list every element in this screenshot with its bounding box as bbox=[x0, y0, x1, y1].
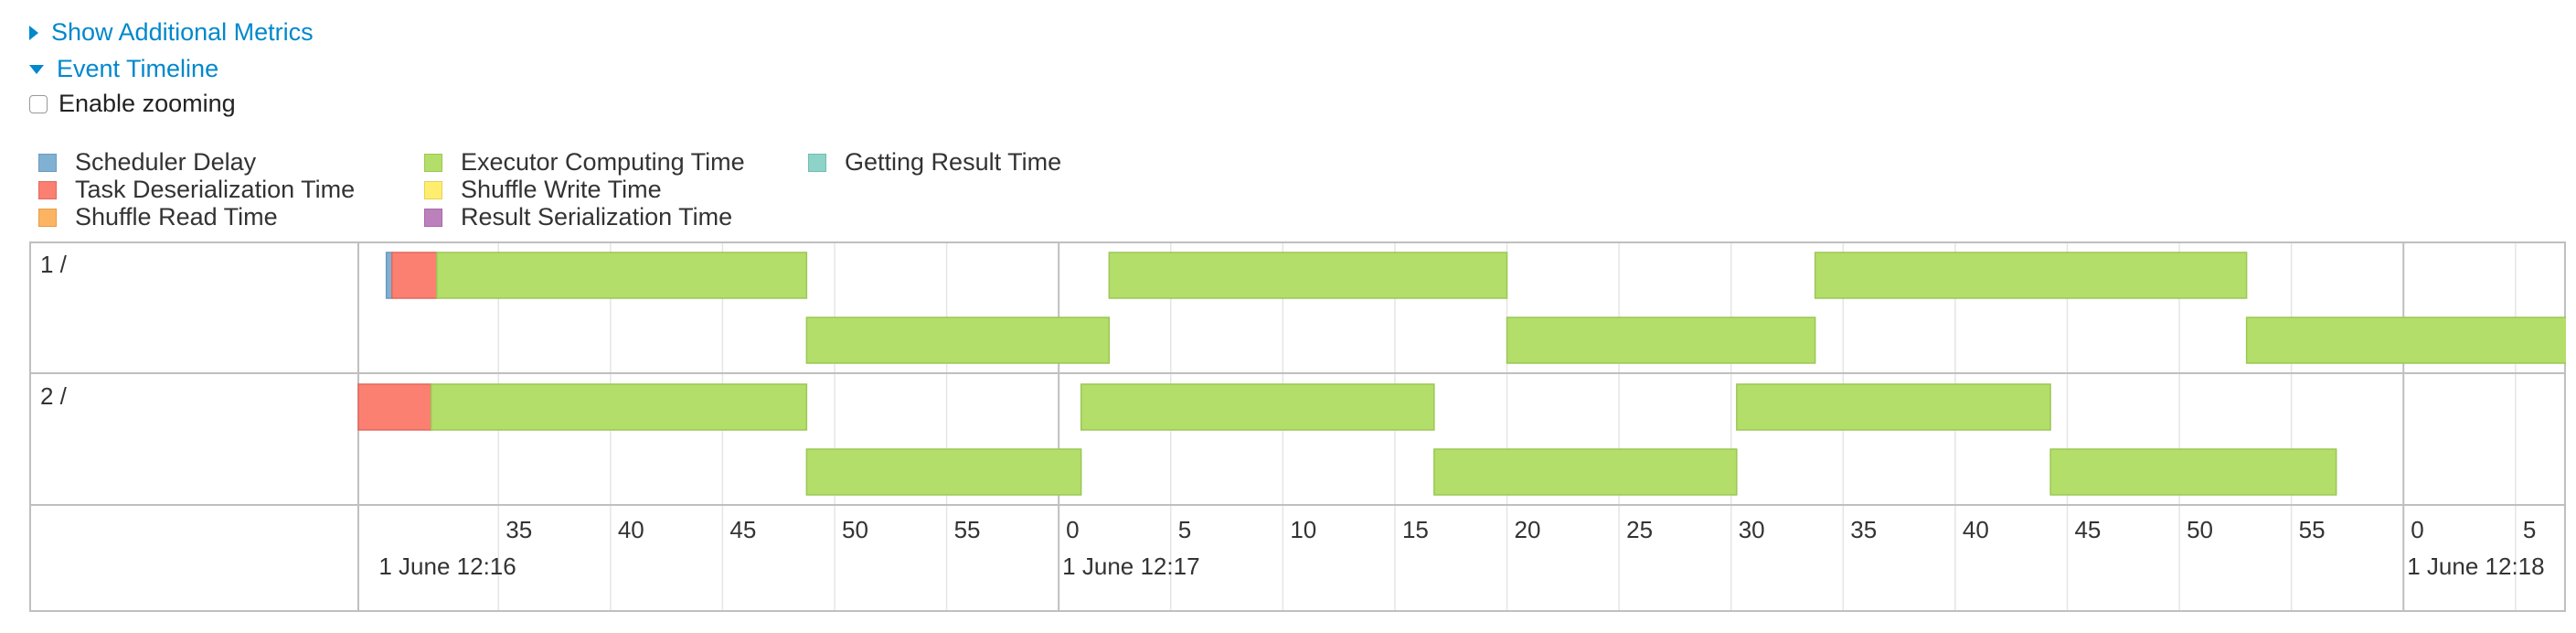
axis-tick-label: 15 bbox=[1402, 516, 1429, 543]
event-timeline-chart[interactable]: 1 / 2 / 35 40 45 50 55 0 5 10 15 20 25 30 35 40 45 50 55 0 5… bbox=[29, 241, 2566, 612]
task-bar-executor-computing-time[interactable] bbox=[805, 448, 1082, 496]
task-bar-executor-computing-time[interactable] bbox=[1108, 252, 1508, 299]
legend-shuffle-read-time: Shuffle Read Time bbox=[38, 203, 278, 231]
axis-tick-label: 10 bbox=[1290, 516, 1316, 543]
legend-getting-result-time: Getting Result Time bbox=[808, 148, 1061, 177]
legend-result-serialization-time: Result Serialization Time bbox=[424, 203, 732, 231]
legend-label: Getting Result Time bbox=[845, 148, 1062, 176]
legend-swatch bbox=[424, 180, 442, 199]
axis-tick-label: 35 bbox=[1850, 516, 1877, 543]
legend-scheduler-delay: Scheduler Delay bbox=[38, 148, 256, 177]
legend-swatch bbox=[424, 153, 442, 172]
task-bar-executor-computing-time[interactable] bbox=[1814, 252, 2248, 299]
axis-tick-label: 45 bbox=[729, 516, 756, 543]
triangle-down-icon bbox=[29, 64, 44, 74]
show-additional-metrics-label: Show Additional Metrics bbox=[51, 18, 314, 46]
triangle-right-icon bbox=[29, 25, 38, 40]
event-timeline-label: Event Timeline bbox=[57, 55, 219, 82]
task-bar-executor-computing-time[interactable] bbox=[805, 316, 1111, 364]
legend-label: Result Serialization Time bbox=[461, 203, 733, 231]
legend-label: Shuffle Write Time bbox=[461, 176, 662, 203]
legend-label: Task Deserialization Time bbox=[75, 176, 356, 203]
axis-major-label: 1 June 12:16 bbox=[378, 553, 516, 580]
task-bar-executor-computing-time[interactable] bbox=[1433, 448, 1738, 496]
legend-swatch bbox=[38, 180, 57, 199]
axis-major-label: 1 June 12:18 bbox=[2407, 553, 2544, 580]
show-additional-metrics-toggle[interactable]: Show Additional Metrics bbox=[29, 18, 314, 47]
axis-tick-label: 20 bbox=[1515, 516, 1541, 543]
task-bar-executor-computing-time[interactable] bbox=[1080, 383, 1435, 431]
axis-tick-label: 35 bbox=[506, 516, 532, 543]
group-label: 2 / bbox=[40, 382, 68, 410]
axis-tick-label: 25 bbox=[1626, 516, 1653, 543]
axis-tick-label: 30 bbox=[1739, 516, 1765, 543]
task-bar-scheduler-delay[interactable] bbox=[385, 252, 393, 299]
axis-tick-label: 50 bbox=[842, 516, 868, 543]
task-bar-executor-computing-time[interactable] bbox=[2245, 316, 2566, 364]
legend-swatch bbox=[808, 153, 826, 172]
axis-tick-label: 40 bbox=[618, 516, 644, 543]
task-bar-executor-computing-time[interactable] bbox=[2049, 448, 2337, 496]
group-label: 1 / bbox=[40, 251, 68, 278]
legend-task-deserialization-time: Task Deserialization Time bbox=[38, 176, 355, 204]
axis-tick-label: 50 bbox=[2187, 516, 2213, 543]
axis-tick-label: 0 bbox=[1066, 516, 1079, 543]
legend-swatch bbox=[424, 208, 442, 227]
task-bar-task-deserialization-time[interactable] bbox=[357, 383, 432, 431]
timeline-frame bbox=[29, 241, 2566, 612]
axis-tick-label: 5 bbox=[1178, 516, 1191, 543]
axis-tick-label: 5 bbox=[2523, 516, 2536, 543]
axis-tick-label: 45 bbox=[2074, 516, 2101, 543]
axis-tick-label: 55 bbox=[2299, 516, 2326, 543]
axis-tick-label: 40 bbox=[1963, 516, 1989, 543]
enable-zooming-control[interactable]: Enable zooming bbox=[29, 90, 236, 118]
legend-swatch bbox=[38, 208, 57, 227]
event-timeline-toggle[interactable]: Event Timeline bbox=[29, 55, 218, 83]
legend-swatch bbox=[38, 153, 57, 172]
task-bar-executor-computing-time[interactable] bbox=[430, 383, 808, 431]
task-bar-executor-computing-time[interactable] bbox=[1506, 316, 1816, 364]
legend-label: Shuffle Read Time bbox=[75, 203, 278, 231]
legend-executor-computing-time: Executor Computing Time bbox=[424, 148, 745, 177]
legend-label: Executor Computing Time bbox=[461, 148, 745, 176]
legend-shuffle-write-time: Shuffle Write Time bbox=[424, 176, 662, 204]
axis-major-label: 1 June 12:17 bbox=[1062, 553, 1199, 580]
axis-tick-label: 0 bbox=[2411, 516, 2423, 543]
task-bar-executor-computing-time[interactable] bbox=[1736, 383, 2051, 431]
task-bar-executor-computing-time[interactable] bbox=[436, 252, 808, 299]
legend-label: Scheduler Delay bbox=[75, 148, 257, 176]
enable-zooming-checkbox[interactable] bbox=[29, 94, 48, 113]
axis-tick-label: 55 bbox=[954, 516, 981, 543]
enable-zooming-label: Enable zooming bbox=[59, 90, 236, 117]
task-bar-task-deserialization-time[interactable] bbox=[391, 252, 438, 299]
